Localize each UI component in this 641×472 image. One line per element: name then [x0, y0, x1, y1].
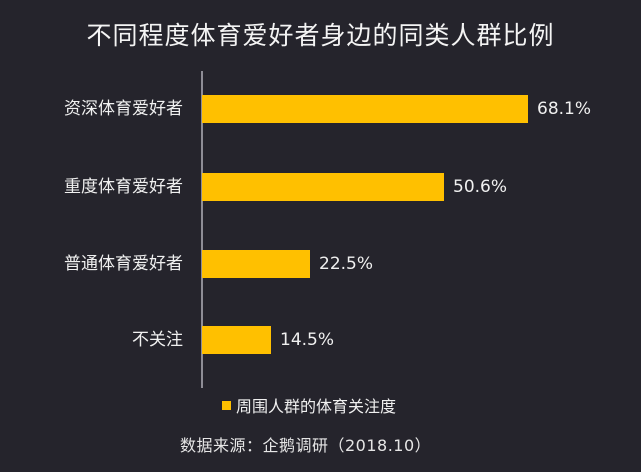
value-label: 14.5%: [280, 330, 335, 350]
category-label: 资深体育爱好者: [64, 99, 183, 119]
bar-row: 资深体育爱好者 68.1%: [0, 95, 641, 123]
bar-row: 不关注 14.5%: [0, 326, 641, 354]
value-label: 68.1%: [537, 99, 592, 119]
value-label: 22.5%: [319, 254, 374, 274]
bar-row: 重度体育爱好者 50.6%: [0, 173, 641, 201]
value-label: 50.6%: [453, 177, 508, 197]
bar: [202, 326, 271, 354]
data-source: 数据来源：企鹅调研（2018.10）: [180, 436, 432, 455]
bar: [202, 95, 528, 123]
chart-legend: 周围人群的体育关注度: [222, 393, 396, 417]
chart-title: 不同程度体育爱好者身边的同类人群比例: [86, 21, 555, 50]
legend-swatch-icon: [222, 400, 231, 410]
category-label: 不关注: [132, 330, 183, 350]
legend-label: 周围人群的体育关注度: [236, 397, 397, 416]
category-label: 重度体育爱好者: [64, 177, 183, 197]
y-axis-line: [201, 71, 203, 388]
bar: [202, 173, 444, 201]
bar: [202, 250, 310, 278]
bar-row: 普通体育爱好者 22.5%: [0, 250, 641, 278]
category-label: 普通体育爱好者: [64, 254, 183, 274]
